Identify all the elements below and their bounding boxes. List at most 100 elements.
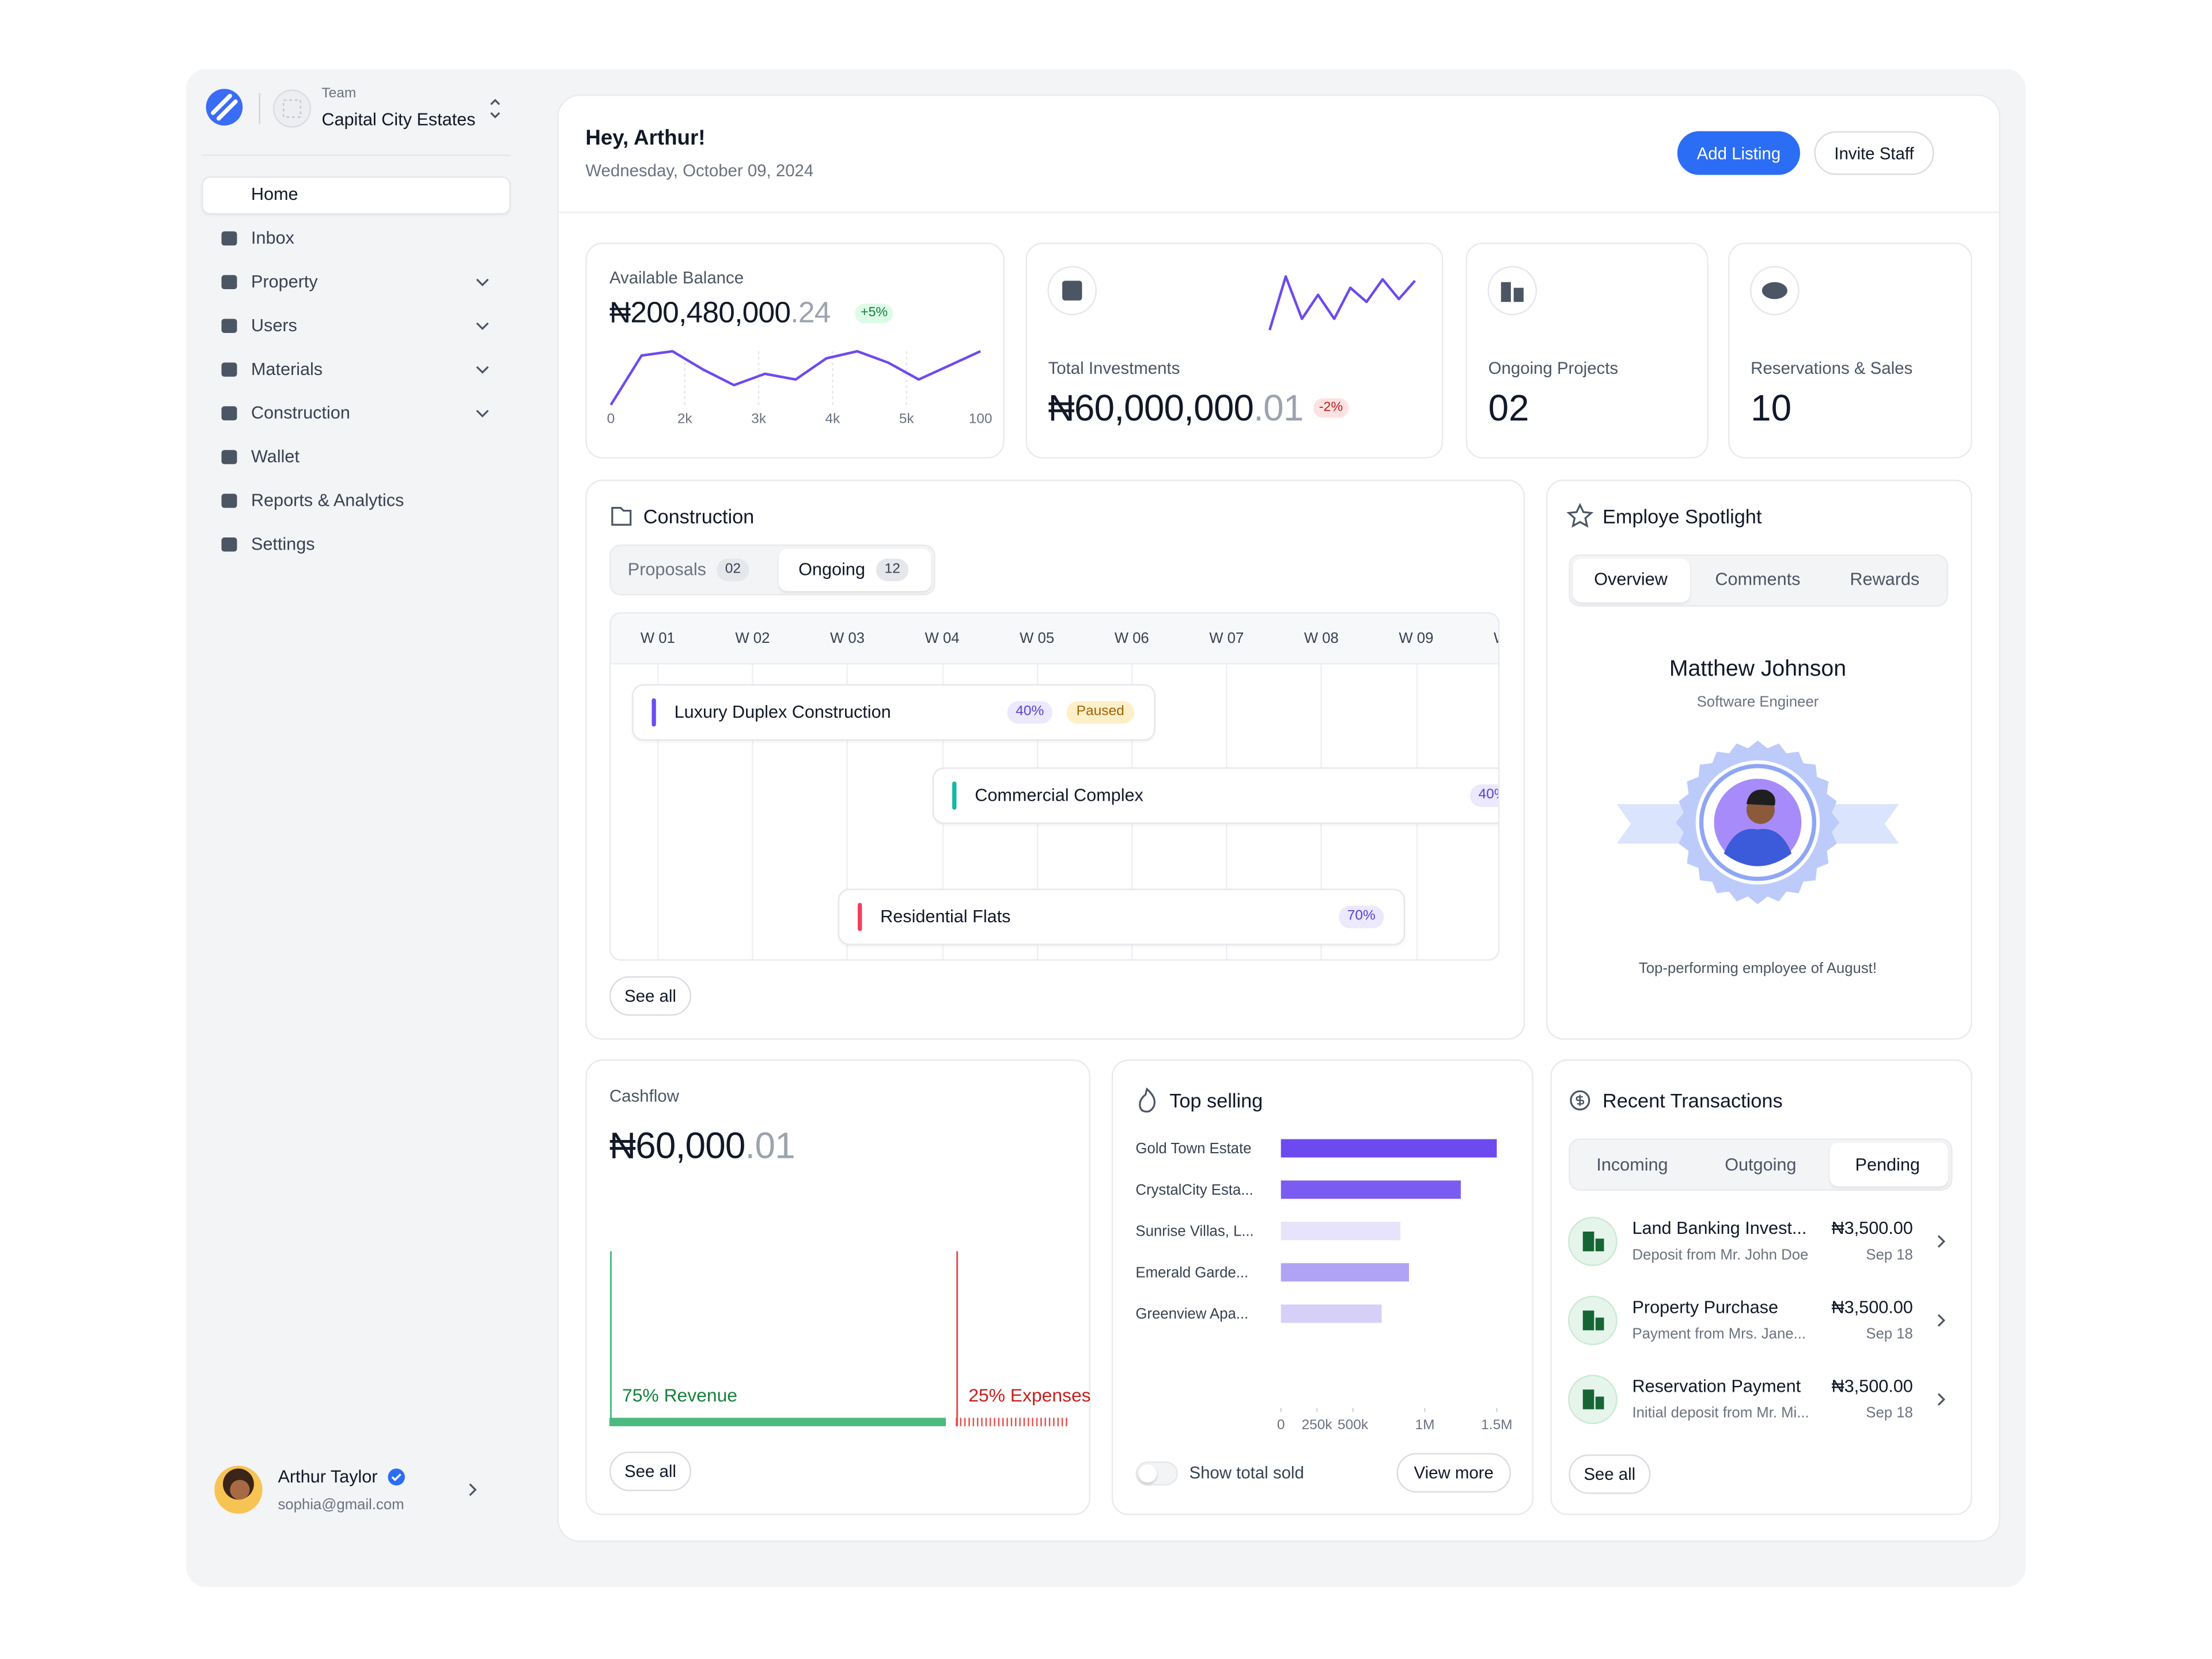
transaction-subtitle: Initial deposit from Mr. Mi...: [1632, 1404, 1809, 1422]
nav-item[interactable]: Reports & Analytics: [251, 490, 404, 510]
project-progress: 70%: [1339, 906, 1384, 929]
transaction-amount: ₦3,500.00: [1831, 1297, 1913, 1317]
amount-cents: .01: [1253, 387, 1304, 429]
projects-label: Ongoing Projects: [1488, 358, 1619, 378]
nav-item[interactable]: Wallet: [251, 446, 300, 467]
project-stripe: [952, 781, 957, 810]
transaction-date: Sep 18: [1866, 1404, 1913, 1422]
transaction-amount: ₦3,500.00: [1831, 1376, 1913, 1396]
week-label: W 03: [830, 630, 865, 647]
tab-label[interactable]: Overview: [1594, 569, 1668, 590]
gantt: W 01 W 02 W 03 W 04 W 05 W 06 W 07 W 08 W 09 W 10…: [609, 612, 1500, 961]
project-progress: 40%: [1469, 784, 1498, 807]
tab-label[interactable]: Comments: [1715, 569, 1801, 590]
nav-active-bg: [202, 176, 511, 215]
transactions-card: [1550, 1059, 1972, 1516]
view-more-button[interactable]: View more: [1396, 1453, 1511, 1493]
gantt-grid-line: [847, 664, 849, 960]
see-all-button[interactable]: See all: [1569, 1454, 1651, 1494]
nav-item[interactable]: Construction: [251, 403, 350, 423]
amount-cents: .24: [790, 297, 831, 329]
amount-main: ₦60,000: [609, 1124, 745, 1167]
team-name: Capital City Estates: [321, 109, 476, 130]
week-label: W 04: [925, 630, 960, 647]
cashflow-amount: ₦60,000.01: [609, 1124, 796, 1167]
transaction-subtitle: Payment from Mrs. Jane...: [1632, 1325, 1806, 1343]
transaction-title[interactable]: Land Banking Invest...: [1632, 1218, 1807, 1238]
segment-label: 25% Expenses: [968, 1384, 1091, 1406]
project-name: Luxury Duplex Construction: [674, 702, 891, 722]
week-label: W 06: [1114, 630, 1149, 647]
tab-active-bg: [1573, 558, 1690, 603]
tab-label[interactable]: Outgoing: [1725, 1155, 1797, 1175]
top-selling-title: Top selling: [1169, 1089, 1263, 1112]
tab-count: 12: [876, 558, 909, 581]
tab-active-bg: [1830, 1142, 1949, 1187]
tab-count: 02: [717, 558, 749, 581]
project-progress: 40%: [1007, 701, 1052, 724]
projects-value: 02: [1488, 387, 1529, 429]
invite-staff-button[interactable]: Invite Staff: [1814, 131, 1934, 175]
project-bar: [932, 767, 1498, 824]
transaction-date: Sep 18: [1866, 1325, 1913, 1343]
transactions-title: Recent Transactions: [1603, 1089, 1783, 1112]
nav-item[interactable]: Property: [251, 272, 318, 292]
user-name: Arthur Taylor: [278, 1467, 378, 1487]
tab-label[interactable]: Pending: [1855, 1155, 1920, 1175]
project-bar: [838, 888, 1406, 945]
employee-name: Matthew Johnson: [1669, 657, 1846, 681]
amount-main: ₦60,000,000: [1048, 387, 1254, 429]
gantt-grid-line: [752, 664, 754, 960]
tab-label[interactable]: Rewards: [1850, 569, 1920, 590]
investments-amount: ₦60,000,000.01: [1048, 389, 1304, 426]
spotlight-title: Employe Spotlight: [1603, 505, 1762, 528]
nav-item[interactable]: Users: [251, 315, 297, 336]
amount-cents: .01: [745, 1124, 796, 1167]
employee-role: Software Engineer: [1696, 694, 1819, 711]
add-listing-button[interactable]: Add Listing: [1677, 131, 1800, 175]
transaction-title[interactable]: Property Purchase: [1632, 1297, 1779, 1317]
transaction-title[interactable]: Reservation Payment: [1632, 1376, 1801, 1396]
top-selling-card: [1111, 1059, 1534, 1516]
investments-label: Total Investments: [1048, 358, 1180, 378]
construction-title: Construction: [643, 505, 755, 528]
investments-change: -2%: [1313, 398, 1349, 418]
nav-item[interactable]: Settings: [251, 534, 315, 554]
user-email: sophia@gmail.com: [278, 1496, 404, 1514]
nav-item[interactable]: Home: [251, 184, 298, 204]
nav-item[interactable]: Materials: [251, 359, 323, 380]
spotlight-caption: Top-performing employee of August!: [1638, 960, 1877, 978]
week-label: W 02: [735, 630, 770, 647]
see-all-button[interactable]: See all: [609, 1452, 692, 1491]
transaction-amount: ₦3,500.00: [1831, 1218, 1913, 1238]
week-label: W 05: [1020, 630, 1055, 647]
see-all-button[interactable]: See all: [609, 976, 692, 1016]
gantt-header: [611, 613, 1498, 665]
balance-label: Available Balance: [609, 268, 744, 288]
greeting: Hey, Arthur!: [585, 126, 706, 150]
week-label: W 01: [640, 630, 675, 647]
tab-label[interactable]: Proposals: [627, 559, 706, 579]
cashflow-label: Cashflow: [609, 1086, 679, 1107]
segment-label: 75% Revenue: [622, 1384, 738, 1406]
balance-change: +5%: [855, 304, 893, 323]
week-label: W 09: [1399, 630, 1434, 647]
project-name: Residential Flats: [880, 907, 1011, 927]
week-label: W 07: [1209, 630, 1244, 647]
tab-label[interactable]: Incoming: [1596, 1155, 1668, 1175]
nav-item[interactable]: Inbox: [251, 228, 294, 248]
transaction-date: Sep 18: [1866, 1247, 1913, 1264]
week-label: W 10: [1494, 632, 1498, 647]
date: Wednesday, October 09, 2024: [585, 161, 814, 181]
header-divider: [558, 211, 1999, 213]
team-label: Team: [321, 86, 357, 102]
toggle-label: Show total sold: [1189, 1463, 1304, 1483]
gantt-grid-line: [657, 664, 659, 960]
project-stripe: [857, 903, 862, 931]
tab-label[interactable]: Ongoing: [798, 559, 865, 579]
toggle-knob: [1138, 1464, 1157, 1483]
amount-main: ₦200,480,000: [609, 297, 791, 329]
